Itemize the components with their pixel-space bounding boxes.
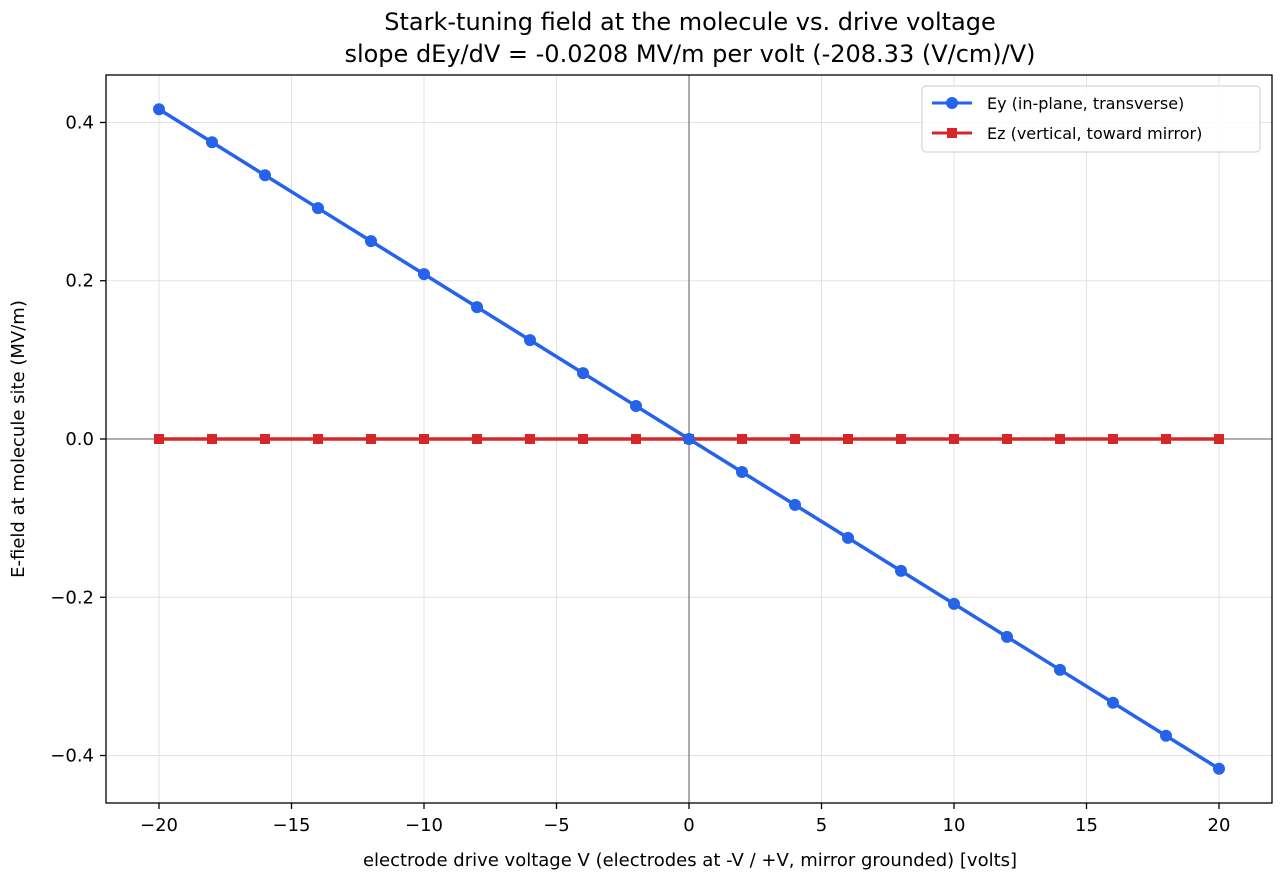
data-point-ey xyxy=(683,433,695,445)
chart-title: Stark-tuning field at the molecule vs. d… xyxy=(384,8,996,36)
data-point-ez xyxy=(1161,434,1171,444)
x-tick-label: 0 xyxy=(683,815,694,836)
data-point-ey xyxy=(842,531,854,544)
data-point-ez xyxy=(525,434,535,444)
y-tick-label: −0.4 xyxy=(50,746,94,767)
data-point-ez xyxy=(313,434,323,444)
y-tick-label: −0.2 xyxy=(50,587,94,608)
series-layer xyxy=(153,103,1225,775)
y-axis-ticks: −0.4 −0.2 0.0 0.2 0.4 xyxy=(50,112,106,767)
x-axis-ticks: −20 −15 −10 −5 0 5 10 15 20 xyxy=(140,803,1230,836)
data-point-ez xyxy=(472,434,482,444)
x-tick-label: −20 xyxy=(140,815,178,836)
data-point-ey xyxy=(1107,696,1119,709)
legend-label-ez: Ez (vertical, toward mirror) xyxy=(987,124,1202,143)
data-point-ey xyxy=(736,465,748,478)
data-point-ez xyxy=(790,434,800,444)
data-point-ez xyxy=(207,434,217,444)
chart-subtitle: slope dEy/dV = -0.0208 MV/m per volt (-2… xyxy=(344,40,1035,68)
data-point-ey xyxy=(630,400,642,413)
data-point-ey xyxy=(524,334,536,347)
series-ey xyxy=(153,103,1225,775)
x-tick-label: 10 xyxy=(943,815,966,836)
data-point-ez xyxy=(631,434,641,444)
data-point-ez xyxy=(1108,434,1118,444)
data-point-ey xyxy=(365,235,377,248)
data-point-ez xyxy=(843,434,853,444)
x-tick-label: 15 xyxy=(1075,815,1098,836)
x-tick-label: −15 xyxy=(273,815,311,836)
data-point-ey xyxy=(1001,630,1013,643)
data-point-ez xyxy=(154,434,164,444)
x-tick-label: 5 xyxy=(816,815,827,836)
x-tick-label: −10 xyxy=(405,815,443,836)
data-point-ez xyxy=(1214,434,1224,444)
data-point-ez xyxy=(419,434,429,444)
data-point-ey xyxy=(259,169,271,182)
data-point-ez xyxy=(366,434,376,444)
x-tick-label: −5 xyxy=(543,815,570,836)
data-point-ez xyxy=(737,434,747,444)
data-point-ez xyxy=(260,434,270,444)
legend-marker-ey xyxy=(946,97,958,109)
data-point-ey xyxy=(153,103,165,116)
y-tick-label: 0.0 xyxy=(65,429,94,450)
legend: Ey (in-plane, transverse) Ez (vertical, … xyxy=(921,85,1261,153)
data-point-ey xyxy=(577,367,589,380)
legend-box xyxy=(921,85,1261,153)
data-point-ez xyxy=(896,434,906,444)
y-axis-label: E-field at molecule site (MV/m) xyxy=(8,300,29,578)
data-point-ey xyxy=(1160,729,1172,742)
data-point-ey xyxy=(471,301,483,314)
legend-marker-ez xyxy=(947,128,957,138)
data-point-ez xyxy=(949,434,959,444)
y-tick-label: 0.4 xyxy=(65,112,94,133)
data-point-ey xyxy=(206,136,218,149)
x-axis-label: electrode drive voltage V (electrodes at… xyxy=(363,850,1017,871)
data-point-ey xyxy=(895,564,907,577)
y-tick-label: 0.2 xyxy=(65,271,94,292)
data-point-ey xyxy=(948,597,960,610)
data-point-ey xyxy=(1213,762,1225,775)
data-point-ey xyxy=(789,498,801,511)
legend-label-ey: Ey (in-plane, transverse) xyxy=(987,94,1184,113)
x-tick-label: 20 xyxy=(1208,815,1231,836)
data-point-ey xyxy=(312,202,324,215)
data-point-ez xyxy=(1055,434,1065,444)
data-point-ez xyxy=(1002,434,1012,444)
data-point-ey xyxy=(418,268,430,281)
data-point-ez xyxy=(578,434,588,444)
data-point-ey xyxy=(1054,663,1066,676)
